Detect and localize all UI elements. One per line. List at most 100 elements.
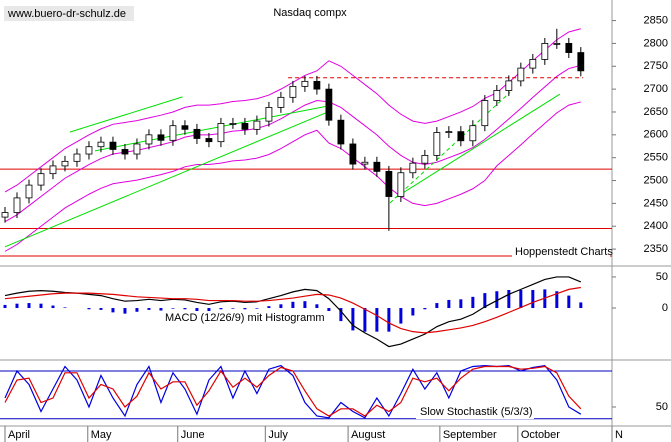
- band-lower: [4, 101, 581, 252]
- candle-body: [517, 67, 525, 82]
- candle-body: [265, 107, 273, 122]
- histogram-bar: [471, 296, 475, 309]
- histogram-bar: [387, 308, 391, 332]
- candle-body: [337, 119, 345, 145]
- y-tick-label: 2500: [644, 174, 668, 186]
- histogram-bar: [51, 305, 55, 309]
- stoch-line: [4, 365, 582, 417]
- candle-body: [61, 160, 69, 167]
- x-tick-label: July: [268, 429, 288, 441]
- watermark-box: [4, 6, 134, 21]
- x-tick-label: August: [351, 429, 385, 441]
- candle-body: [433, 132, 441, 156]
- candle-body: [541, 43, 549, 60]
- stoch-title: Slow Stochastik (5/3/3): [420, 406, 533, 418]
- histogram-bar: [99, 308, 103, 310]
- candle-body: [229, 123, 237, 125]
- candle-body: [157, 134, 165, 141]
- candle-body: [457, 131, 465, 142]
- x-tick-label: May: [91, 429, 112, 441]
- histogram-bar: [255, 308, 259, 309]
- candle-body: [421, 154, 429, 164]
- candle-body: [529, 59, 537, 69]
- band-middle: [4, 64, 581, 223]
- histogram-bar: [147, 308, 151, 310]
- histogram-bar: [519, 290, 523, 309]
- candle-body: [253, 120, 261, 130]
- histogram-bar: [327, 308, 331, 312]
- trend-line: [4, 110, 331, 248]
- macd-label-box: [162, 311, 332, 325]
- candle-body: [121, 149, 129, 155]
- candle-body: [313, 80, 321, 90]
- candle-body: [301, 80, 309, 87]
- histogram-bar: [171, 308, 175, 309]
- candle-body: [325, 88, 333, 121]
- candle-body: [97, 141, 105, 148]
- histogram-bar: [219, 308, 223, 310]
- histogram-bar: [111, 308, 115, 313]
- candle-body: [217, 123, 225, 143]
- x-tick-label: June: [181, 429, 205, 441]
- candle-body: [169, 125, 177, 141]
- candle-body: [349, 143, 357, 165]
- source: Hoppenstedt Charts: [515, 246, 613, 258]
- y-tick-label: 2700: [644, 83, 668, 95]
- histogram-bar: [495, 291, 499, 309]
- histogram-bar: [3, 304, 7, 309]
- candle-body: [73, 153, 81, 162]
- histogram-bar: [231, 308, 235, 309]
- candle-body: [205, 138, 213, 143]
- histogram-bar: [15, 303, 19, 309]
- histogram-bar: [279, 304, 283, 309]
- x-tick-label: September: [443, 429, 497, 441]
- source-box: [512, 245, 610, 259]
- histogram-bar: [87, 308, 91, 310]
- histogram-bar: [123, 308, 127, 314]
- histogram-bar: [207, 308, 211, 312]
- histogram-bar: [183, 308, 187, 310]
- histogram-bar: [423, 308, 427, 310]
- candle-body: [1, 212, 9, 218]
- histogram-bar: [63, 307, 67, 309]
- chart-title: Nasdaq compx: [273, 7, 347, 19]
- y-tick-label: 2650: [644, 106, 668, 118]
- candle-body: [289, 85, 297, 98]
- candle-body: [493, 90, 501, 101]
- candle-body: [565, 43, 573, 53]
- histogram-bar: [363, 308, 367, 332]
- histogram-bar: [435, 303, 439, 309]
- histogram-bar: [567, 295, 571, 309]
- histogram-bar: [195, 308, 199, 312]
- histogram-bar: [531, 290, 535, 309]
- histogram-bar: [483, 293, 487, 309]
- candle-body: [241, 123, 249, 130]
- histogram-bar: [459, 299, 463, 309]
- histogram-bar: [507, 290, 511, 309]
- trend-line: [69, 96, 183, 133]
- histogram-bar: [135, 308, 139, 312]
- y-tick-label: 2550: [644, 152, 668, 164]
- trend-line: [94, 105, 331, 152]
- y-tick-label: 2350: [644, 243, 668, 255]
- candle-body: [481, 100, 489, 127]
- macd-line: [4, 276, 582, 348]
- candle-body: [373, 161, 381, 172]
- candle-body: [361, 161, 369, 165]
- y-tick-label: 2600: [644, 129, 668, 141]
- y-tick-label: 2800: [644, 37, 668, 49]
- candle-body: [109, 141, 117, 150]
- histogram-bar: [351, 308, 355, 331]
- x-tick-label: October: [521, 429, 560, 441]
- candle-body: [193, 128, 201, 139]
- candle-body: [13, 197, 21, 213]
- macd-line: [4, 286, 581, 334]
- candle-body: [25, 184, 33, 199]
- x-tick-label: April: [8, 429, 30, 441]
- y-tick-label: 50: [656, 271, 668, 283]
- candle-body: [397, 172, 405, 197]
- histogram-bar: [579, 302, 583, 309]
- candle-body: [145, 134, 153, 145]
